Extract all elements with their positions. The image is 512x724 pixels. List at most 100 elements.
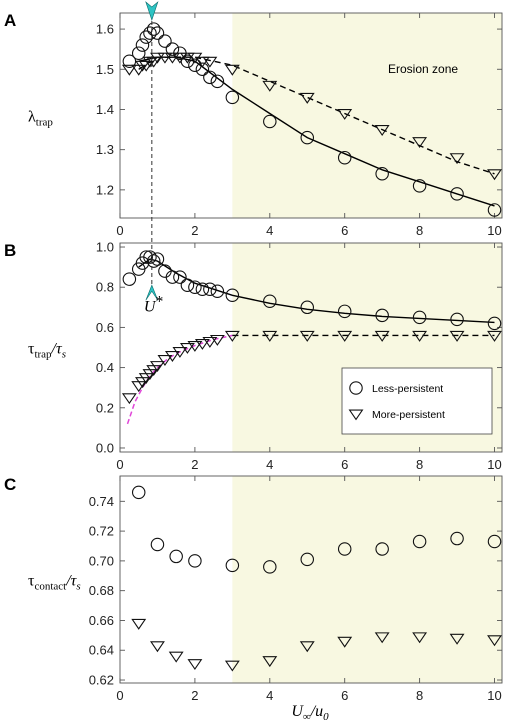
data-point-triangle — [299, 641, 315, 653]
data-point-circle — [450, 187, 464, 201]
data-point-circle — [210, 74, 225, 89]
data-point-circle — [195, 62, 210, 77]
data-point-circle — [165, 270, 180, 284]
data-point-circle — [450, 531, 464, 546]
y-tick-label: 0.64 — [89, 643, 114, 658]
series-triangle — [121, 330, 502, 405]
panel-letter: B — [4, 241, 16, 260]
x-tick-label: 6 — [341, 223, 348, 238]
data-point-triangle — [150, 361, 165, 373]
data-point-circle — [203, 70, 217, 85]
x-tick-label: 0 — [116, 457, 123, 472]
y-tick-label: 1.3 — [96, 142, 114, 157]
y-tick-label: 0.8 — [96, 280, 114, 295]
data-point-circle — [412, 534, 427, 549]
data-point-triangle — [449, 330, 465, 342]
data-point-triangle — [202, 336, 218, 348]
y-axis-label: τcontact/τs — [28, 573, 81, 593]
data-point-triangle — [187, 52, 203, 64]
data-point-triangle — [194, 338, 210, 350]
plot-frame — [119, 12, 503, 219]
data-point-circle — [337, 304, 352, 319]
data-point-triangle — [412, 137, 428, 149]
data-point-triangle — [131, 618, 147, 630]
data-point-circle — [195, 282, 210, 296]
data-point-circle — [487, 534, 502, 549]
ustar-arrow-icon — [145, 284, 159, 301]
data-point-triangle — [337, 636, 353, 648]
data-point-circle — [122, 272, 137, 286]
data-point-circle — [143, 250, 157, 264]
data-point-triangle — [157, 52, 173, 64]
data-point-triangle — [164, 52, 180, 64]
data-point-triangle — [262, 80, 278, 92]
x-tick-label: 6 — [341, 688, 348, 703]
erosion-zone-region — [232, 13, 502, 218]
x-tick-label: 2 — [191, 457, 198, 472]
data-point-triangle — [224, 660, 240, 672]
data-point-circle — [146, 254, 161, 268]
data-point-triangle — [150, 641, 165, 653]
legend-box — [341, 367, 493, 435]
y-tick-label: 0.0 — [96, 440, 114, 455]
data-point-circle — [210, 284, 225, 298]
data-point-circle — [263, 114, 277, 129]
x-tick-label: 2 — [191, 688, 198, 703]
x-tick-label: 6 — [341, 457, 348, 472]
series-triangle — [121, 52, 502, 181]
data-point-triangle — [449, 633, 465, 645]
data-point-triangle — [374, 330, 390, 342]
y-tick-label: 0.68 — [89, 583, 114, 598]
x-tick-label: 0 — [116, 223, 123, 238]
y-tick-label: 0.72 — [89, 524, 114, 539]
data-point-circle — [300, 300, 315, 315]
data-point-triangle — [187, 340, 203, 352]
data-point-circle — [169, 549, 183, 564]
data-point-circle — [139, 250, 153, 264]
data-point-circle — [173, 270, 187, 284]
data-point-circle — [180, 278, 195, 292]
y-tick-label: 1.6 — [96, 22, 114, 37]
data-point-triangle — [262, 330, 278, 342]
y-tick-label: 0.62 — [89, 673, 114, 688]
data-point-circle — [375, 167, 389, 181]
x-tick-label: 0 — [116, 688, 123, 703]
x-tick-label: 8 — [416, 223, 423, 238]
data-point-circle — [146, 22, 161, 36]
data-point-circle — [135, 38, 150, 52]
x-axis-label: U∞/u0 — [291, 703, 329, 723]
data-point-triangle — [487, 330, 502, 342]
y-tick-label: 0.66 — [89, 613, 114, 628]
data-point-circle — [188, 554, 202, 568]
data-point-triangle — [121, 64, 137, 76]
data-point-circle — [487, 316, 502, 331]
ustar-label: U* — [144, 293, 164, 315]
data-point-triangle — [179, 52, 195, 64]
data-point-circle — [300, 130, 315, 145]
x-tick-label: 10 — [487, 457, 501, 472]
fit-curve-magenta-dashed — [126, 334, 233, 425]
data-point-triangle — [224, 330, 240, 342]
data-point-circle — [300, 552, 315, 567]
plot-frame — [119, 242, 503, 453]
data-point-triangle — [449, 153, 465, 165]
data-point-circle — [158, 34, 172, 48]
data-point-triangle — [299, 92, 315, 104]
data-point-triangle — [337, 330, 353, 342]
data-point-triangle — [374, 632, 390, 644]
data-point-circle — [165, 42, 180, 56]
data-point-circle — [143, 26, 157, 40]
y-tick-label: 0.4 — [96, 360, 114, 375]
data-point-triangle — [299, 330, 315, 342]
data-point-circle — [337, 150, 352, 165]
data-point-circle — [158, 264, 172, 278]
data-point-triangle — [168, 651, 184, 663]
data-point-circle — [225, 558, 240, 573]
data-point-circle — [203, 282, 217, 296]
data-point-circle — [263, 560, 277, 574]
x-tick-label: 8 — [416, 457, 423, 472]
data-point-triangle — [487, 169, 502, 181]
